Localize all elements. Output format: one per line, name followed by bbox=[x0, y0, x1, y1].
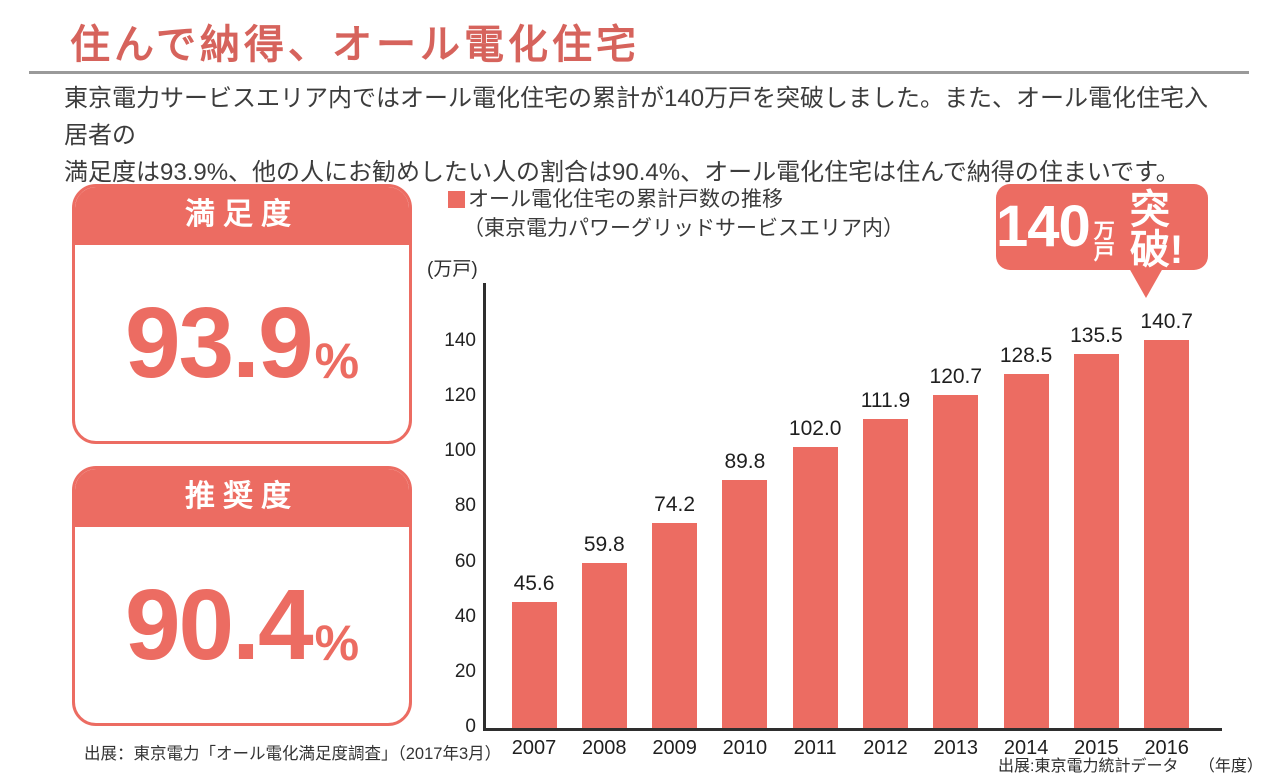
milestone-callout: 140 万戸 突破! bbox=[996, 184, 1208, 270]
recommendation-card-title: 推奨度 bbox=[75, 469, 409, 527]
satisfaction-percent: 93.9 bbox=[124, 287, 314, 399]
title-divider bbox=[29, 71, 1249, 74]
chart-source-text: 出展:東京電力統計データ bbox=[998, 758, 1179, 775]
bar-2016 bbox=[1144, 340, 1190, 728]
y-tick-120: 120 bbox=[444, 385, 476, 407]
chart-legend: オール電化住宅の累計戸数の推移 （東京電力パワーグリッドサービスエリア内） bbox=[448, 185, 904, 243]
y-tick-0: 0 bbox=[465, 716, 476, 737]
x-tick-2015: 2015 bbox=[1074, 737, 1119, 759]
chart-source-note: 出展:東京電力統計データ （年度） bbox=[998, 752, 1263, 776]
callout-emphasis: 突破! bbox=[1129, 188, 1184, 272]
bar-value-2012: 111.9 bbox=[860, 389, 911, 412]
x-tick-2011: 2011 bbox=[793, 737, 837, 759]
x-tick-2012: 2012 bbox=[863, 737, 908, 759]
bar-value-2011: 102.0 bbox=[788, 417, 842, 440]
legend-swatch-icon bbox=[448, 191, 465, 208]
satisfaction-card: 満足度 93.9 % bbox=[72, 184, 412, 444]
callout-unit: 万戸 bbox=[1093, 220, 1115, 264]
y-tick-20: 20 bbox=[454, 660, 476, 682]
bar-value-2014: 128.5 bbox=[999, 344, 1053, 367]
y-axis-unit-label: (万戸) bbox=[427, 259, 478, 280]
bar-2010 bbox=[722, 480, 768, 728]
bar-value-2015: 135.5 bbox=[1070, 324, 1123, 347]
y-axis-line bbox=[483, 283, 486, 731]
x-tick-2010: 2010 bbox=[722, 737, 768, 759]
bar-value-2007: 45.6 bbox=[513, 572, 555, 595]
y-tick-60: 60 bbox=[454, 550, 476, 572]
cards-source-note: 出展：東京電力「オール電化満足度調査」（2017年3月） bbox=[84, 745, 502, 763]
recommendation-card-value: 90.4 % bbox=[75, 527, 409, 723]
satisfaction-percent-sign: % bbox=[314, 333, 360, 389]
bar-value-2010: 89.8 bbox=[724, 450, 766, 473]
bar-2009 bbox=[652, 523, 698, 728]
satisfaction-card-title: 満足度 bbox=[75, 187, 409, 245]
intro-line-1: 東京電力サービスエリア内ではオール電化住宅の累計が140万戸を突破しました。また… bbox=[64, 85, 1209, 149]
y-tick-140: 140 bbox=[444, 330, 476, 352]
callout-tail-icon bbox=[1129, 268, 1163, 298]
x-axis-unit-label: （年度） bbox=[1198, 758, 1263, 775]
recommendation-percent: 90.4 bbox=[124, 569, 314, 681]
y-tick-80: 80 bbox=[454, 495, 476, 517]
intro-text: 東京電力サービスエリア内ではオール電化住宅の累計が140万戸を突破しました。また… bbox=[64, 80, 1224, 191]
x-tick-2014: 2014 bbox=[1003, 737, 1049, 759]
x-axis-line bbox=[483, 728, 1222, 731]
bar-2012 bbox=[863, 419, 908, 728]
x-tick-2013: 2013 bbox=[933, 737, 979, 759]
y-tick-40: 40 bbox=[454, 605, 476, 627]
chart-subtitle: （東京電力パワーグリッドサービスエリア内） bbox=[463, 217, 904, 240]
bar-value-2009: 74.2 bbox=[654, 493, 696, 516]
bar-value-2008: 59.8 bbox=[583, 533, 625, 556]
bar-2015 bbox=[1073, 354, 1119, 728]
x-tick-2016: 2016 bbox=[1144, 737, 1189, 759]
recommendation-card: 推奨度 90.4 % bbox=[72, 466, 412, 726]
chart-title: オール電化住宅の累計戸数の推移 bbox=[468, 188, 783, 211]
callout-number: 140 bbox=[996, 194, 1091, 259]
bar-value-2016: 140.7 bbox=[1140, 310, 1193, 333]
x-tick-2008: 2008 bbox=[582, 737, 627, 759]
x-tick-2009: 2009 bbox=[652, 737, 697, 759]
x-tick-2007: 2007 bbox=[511, 737, 557, 759]
bar-2007 bbox=[511, 602, 557, 728]
y-tick-100: 100 bbox=[444, 440, 476, 462]
bar-2014 bbox=[1003, 374, 1049, 728]
bar-2013 bbox=[933, 395, 979, 728]
satisfaction-card-value: 93.9 % bbox=[75, 245, 409, 441]
page-title: 住んで納得、オール電化住宅 bbox=[70, 22, 640, 67]
bar-2008 bbox=[581, 563, 627, 728]
bar-value-2013: 120.7 bbox=[929, 365, 983, 388]
recommendation-percent-sign: % bbox=[314, 615, 360, 671]
bar-2011 bbox=[792, 447, 838, 728]
intro-line-2: 満足度は93.9%、他の人にお勧めしたい人の割合は90.4%、オール電化住宅は住… bbox=[64, 159, 1180, 186]
